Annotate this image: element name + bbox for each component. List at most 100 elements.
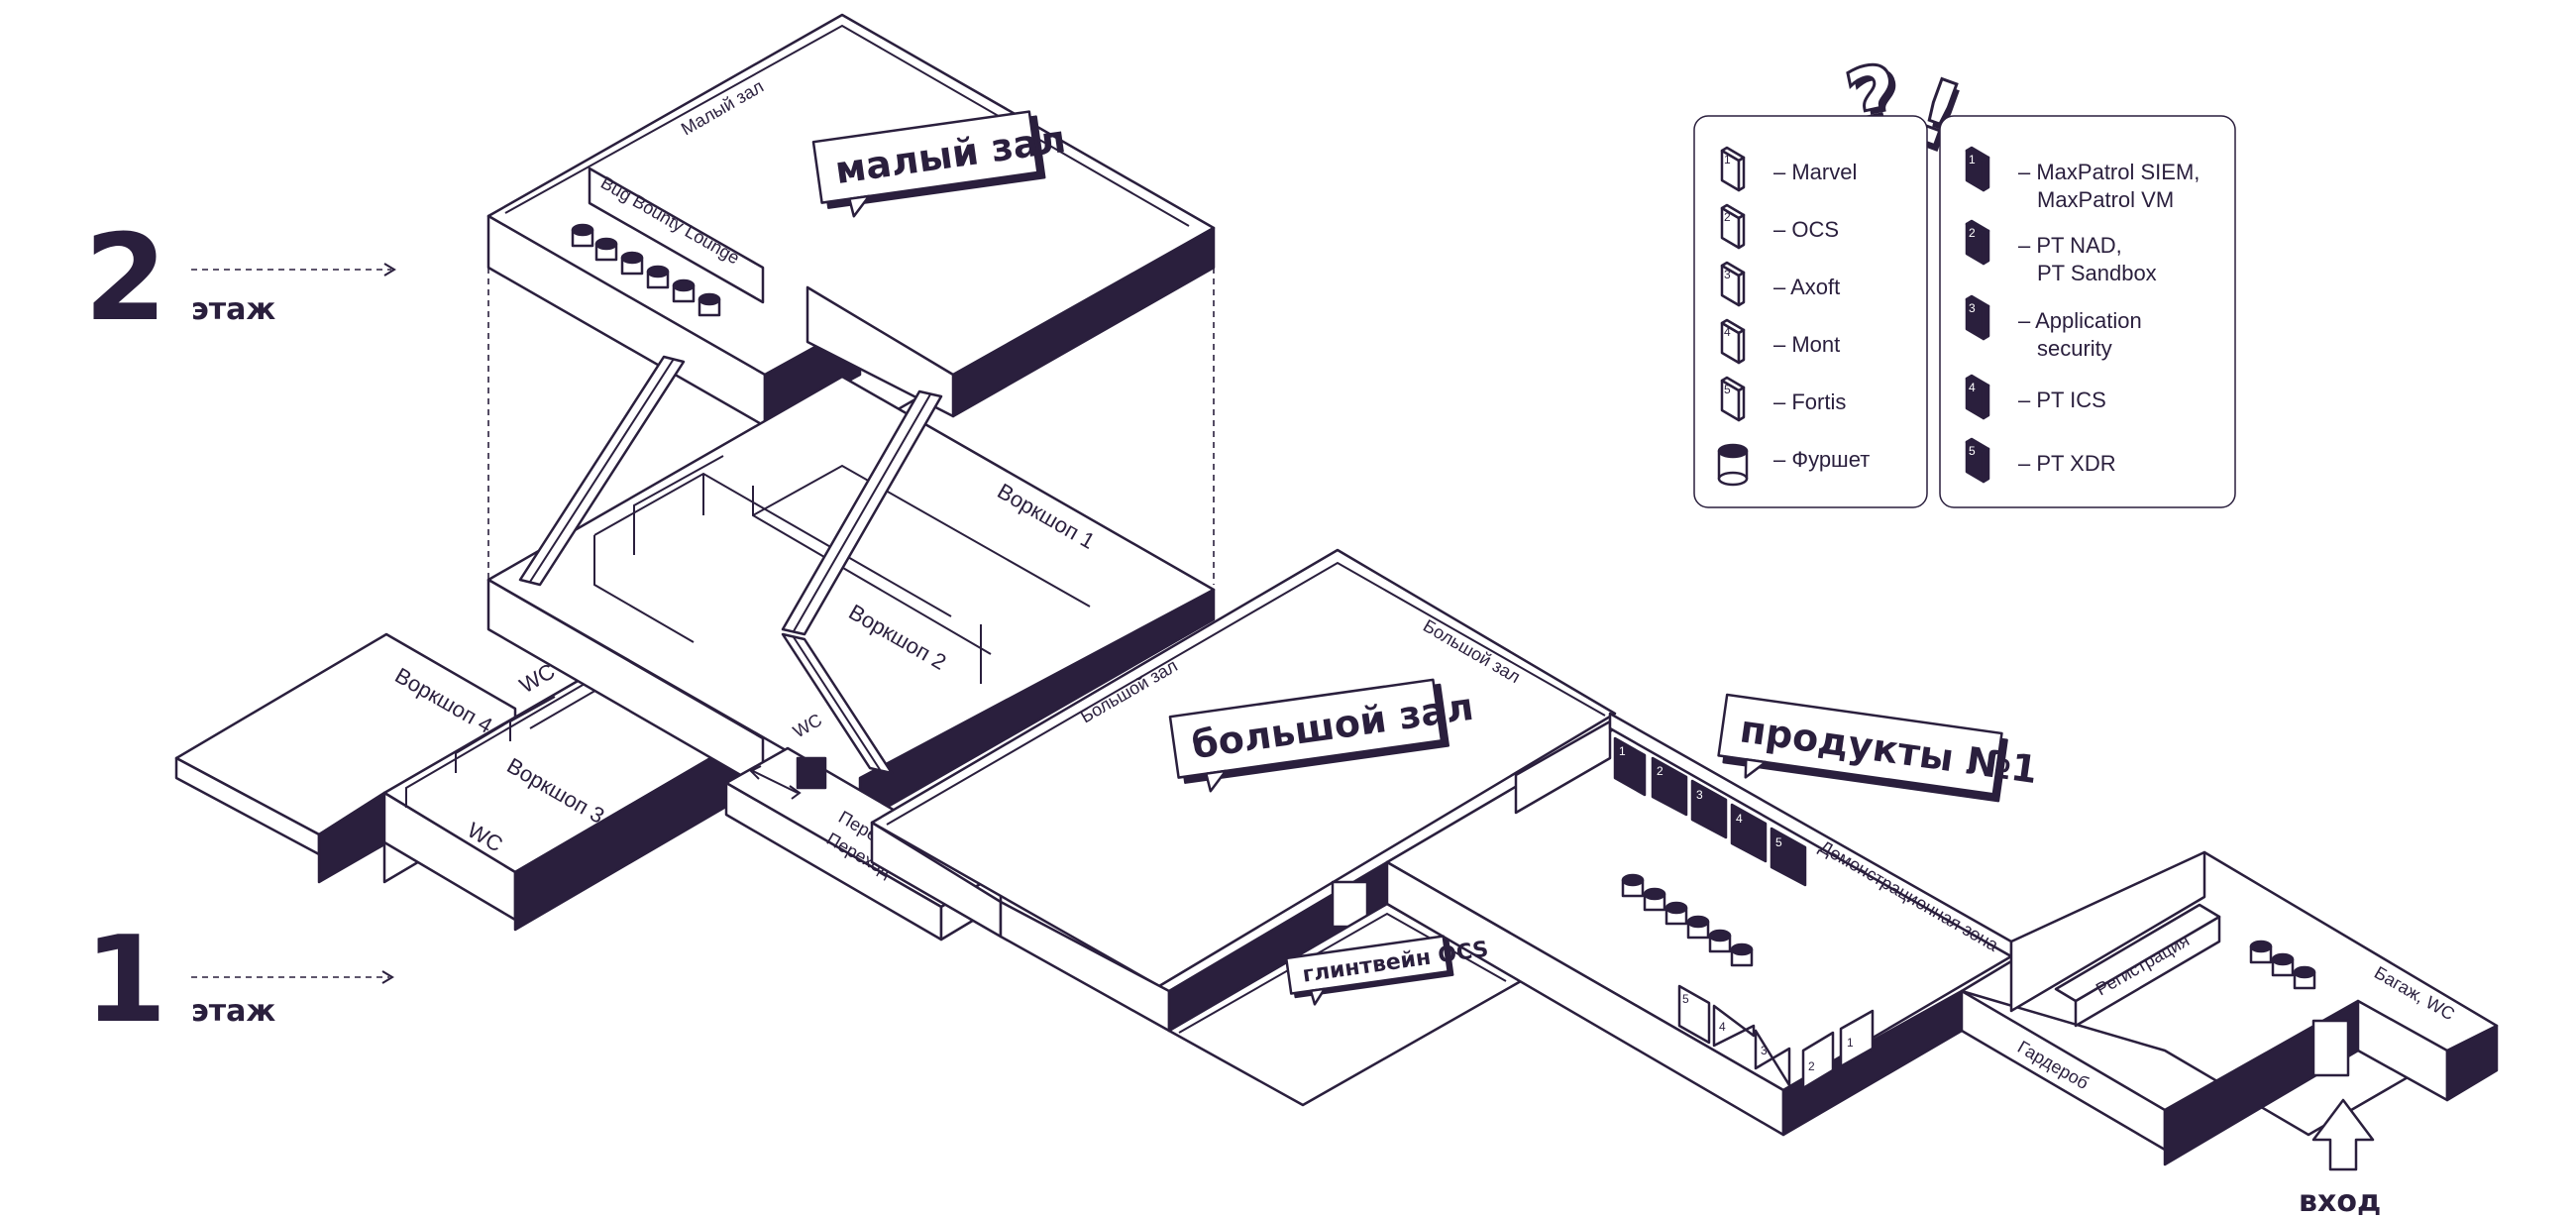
svg-text:3: 3 <box>1761 1044 1768 1057</box>
floor-2-block <box>486 13 1216 585</box>
legend-item-pt-xdr: 5 – PT XDR <box>1965 437 2116 484</box>
buffet-table <box>2271 952 2295 977</box>
entry-arrow-icon <box>2311 1098 2375 1171</box>
big-hall-rim <box>886 561 1606 826</box>
pt-booth-1: 1 <box>1613 736 1647 797</box>
registration-desk-top <box>2054 903 2221 1003</box>
middle-block <box>486 375 1216 825</box>
legend-item-mont: 4 – Mont <box>1720 318 1840 365</box>
partition-h <box>752 464 1091 608</box>
partner-booth-3: 3 <box>1754 1029 1791 1087</box>
svg-text:2: 2 <box>1657 764 1664 778</box>
svg-text:2: 2 <box>1969 226 1976 240</box>
svg-text:– Mont: – Mont <box>1773 332 1840 357</box>
buffet-table <box>1730 942 1754 967</box>
legend-item-buffet: – Фуршет <box>1717 443 1870 487</box>
svg-text:– PT NAD,: – PT NAD, <box>2018 233 2122 258</box>
floor-2-word: этаж <box>191 292 275 327</box>
svg-text:2: 2 <box>1724 210 1731 224</box>
pt-booth-4: 4 <box>1730 803 1768 863</box>
pt-booths: 1 2 3 4 5 <box>1613 736 1807 887</box>
partition-b <box>405 683 586 808</box>
svg-text:4: 4 <box>1736 812 1743 826</box>
svg-text:3: 3 <box>1696 788 1703 802</box>
buffet-icon <box>1717 443 1749 487</box>
svg-text:5: 5 <box>1969 444 1976 458</box>
svg-text:4: 4 <box>1969 381 1976 394</box>
legend-right-panel <box>1939 115 2236 508</box>
floor-1-word: этаж <box>191 994 275 1029</box>
buffet-table <box>672 278 696 303</box>
white-booth-icon <box>1720 318 1746 365</box>
svg-text:1: 1 <box>1969 153 1976 166</box>
svg-text:3: 3 <box>1969 301 1976 315</box>
entry-dark-corner <box>2445 1024 2499 1102</box>
svg-text:– PT XDR: – PT XDR <box>2018 451 2116 476</box>
legend-item-maxpatrol: 1 – MaxPatrol SIEM, MaxPatrol VM <box>1965 146 2200 212</box>
svg-text:– Axoft: – Axoft <box>1773 275 1840 299</box>
svg-text:– MaxPatrol SIEM,: – MaxPatrol SIEM, <box>2018 160 2200 184</box>
pt-booth-5: 5 <box>1770 827 1807 887</box>
partner-booth-1: 1 <box>1839 1009 1875 1068</box>
white-booth-icon <box>1720 261 1746 307</box>
svg-text:1: 1 <box>1619 744 1626 758</box>
buffet-table <box>2249 940 2273 964</box>
svg-text:PT Sandbox: PT Sandbox <box>2037 261 2157 285</box>
buffet-table <box>2293 965 2316 990</box>
svg-text:4: 4 <box>1724 325 1731 339</box>
passage-arrow-right-icon <box>789 785 802 800</box>
entry-label: вход <box>2299 1184 2381 1219</box>
svg-text:– PT ICS: – PT ICS <box>2018 388 2106 412</box>
white-booth-icon <box>1720 146 1746 192</box>
svg-text:2: 2 <box>1808 1059 1815 1073</box>
staircase-right <box>781 389 943 775</box>
floor-2-label: 2 этаж <box>84 210 396 348</box>
dark-booth-icon <box>1965 294 1990 341</box>
legend-left-panel <box>1693 115 1928 508</box>
buffet-group-entry <box>2249 940 2316 990</box>
buffet-group-demo <box>1621 873 1754 967</box>
buffet-table <box>594 237 618 262</box>
svg-text:– OCS: – OCS <box>1773 217 1839 242</box>
buffet-table <box>646 265 670 289</box>
buffet-table <box>698 292 721 317</box>
partner-booth-5: 5 <box>1677 984 1711 1045</box>
legend-item-appsec: 3 – Application security <box>1965 294 2142 361</box>
partition-d <box>509 696 556 741</box>
partition-f <box>633 455 724 555</box>
dark-booth-icon <box>1965 437 1990 484</box>
legend-item-fortis: 5 – Fortis <box>1720 376 1846 422</box>
svg-text:– Application: – Application <box>2018 308 2142 333</box>
tag-products: продукты №1 <box>1717 693 2040 803</box>
passage-door <box>796 756 827 790</box>
legend-item-axoft: 3 – Axoft <box>1720 261 1840 307</box>
svg-text:1: 1 <box>1724 153 1731 166</box>
partner-booths: 5 4 3 2 1 <box>1677 984 1875 1090</box>
buffet-table <box>1708 929 1732 953</box>
buffet-table <box>571 223 594 248</box>
entry-door[interactable] <box>2311 1019 2350 1077</box>
svg-text:– Фуршет: – Фуршет <box>1773 447 1870 472</box>
svg-text:5: 5 <box>1682 992 1689 1006</box>
legend: 1 – Marvel 2 – OCS 3 – Axoft 4 – Mont 5 … <box>1693 115 2236 508</box>
passage-arrow-line <box>752 770 799 794</box>
buffet-group-floor2 <box>571 223 721 317</box>
buffet-table <box>1686 915 1710 940</box>
dark-booth-icon <box>1965 146 1990 192</box>
entry-zone <box>1960 850 2499 1166</box>
floor-2-rim <box>504 24 1190 227</box>
floor-1-label: 1 этаж <box>84 912 394 1050</box>
dark-booth-icon <box>1965 374 1990 420</box>
buffet-table <box>1664 901 1688 926</box>
partition-k <box>593 535 695 643</box>
dark-booth-icon <box>1965 219 1990 266</box>
entry-back-wall <box>2009 850 2206 1013</box>
svg-text:5: 5 <box>1775 835 1782 849</box>
tag-small-hall: малый зал <box>811 110 1068 218</box>
partner-booth-4: 4 <box>1712 1004 1756 1048</box>
floor-1-number: 1 <box>84 912 167 1050</box>
passage-arrow-left-icon <box>749 765 762 780</box>
legend-item-marvel: 1 – Marvel <box>1720 146 1857 192</box>
svg-text:1: 1 <box>1847 1036 1854 1050</box>
svg-text:4: 4 <box>1719 1020 1726 1034</box>
